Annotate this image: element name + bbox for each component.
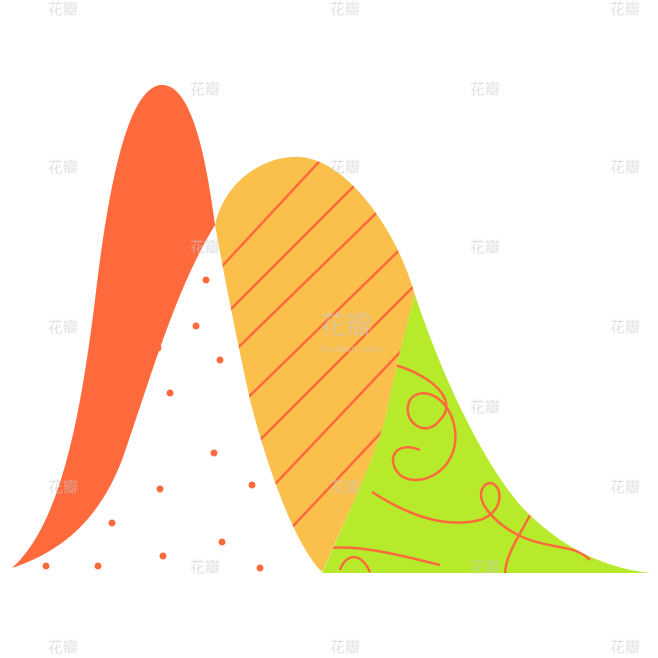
watermarks: 花瓣 花瓣 花瓣 花瓣 花瓣 花瓣 花瓣 花瓣 花瓣 花瓣 花瓣 花瓣 huab…: [48, 0, 640, 656]
watermark-logo: 花瓣: [610, 158, 640, 176]
watermark-logo: 花瓣: [470, 238, 500, 256]
watermark-logo: 花瓣: [330, 638, 360, 656]
watermark-logo: 花瓣: [190, 558, 220, 576]
swirls: [329, 363, 591, 573]
watermark-logo: 花瓣: [470, 398, 500, 416]
watermark-logo: 花瓣: [330, 0, 360, 18]
watermark-logo: 花瓣: [330, 478, 360, 496]
dots: [42, 276, 264, 572]
orange-peak: [12, 84, 215, 568]
watermark-logo: 花瓣: [320, 311, 372, 341]
watermark-logo: 花瓣: [48, 158, 78, 176]
yellow-peak: [215, 156, 415, 572]
watermark-logo: 花瓣: [190, 80, 220, 98]
watermark-logo: 花瓣: [48, 0, 78, 18]
watermark-logo: 花瓣: [330, 158, 360, 176]
watermark-logo: 花瓣: [610, 478, 640, 496]
green-peak: [322, 295, 650, 573]
watermark-site: huaban.com: [320, 344, 382, 355]
watermark-logo: 花瓣: [610, 318, 640, 336]
watermark-logo: 花瓣: [190, 238, 220, 256]
watermark-logo: 花瓣: [470, 80, 500, 98]
watermark-logo: 花瓣: [48, 318, 78, 336]
watermark-logo: 花瓣: [610, 638, 640, 656]
watermark-logo: 花瓣: [48, 638, 78, 656]
watermark-logo: 花瓣: [610, 0, 640, 18]
watermark-logo: 花瓣: [470, 558, 500, 576]
watermark-logo: 花瓣: [48, 478, 78, 496]
